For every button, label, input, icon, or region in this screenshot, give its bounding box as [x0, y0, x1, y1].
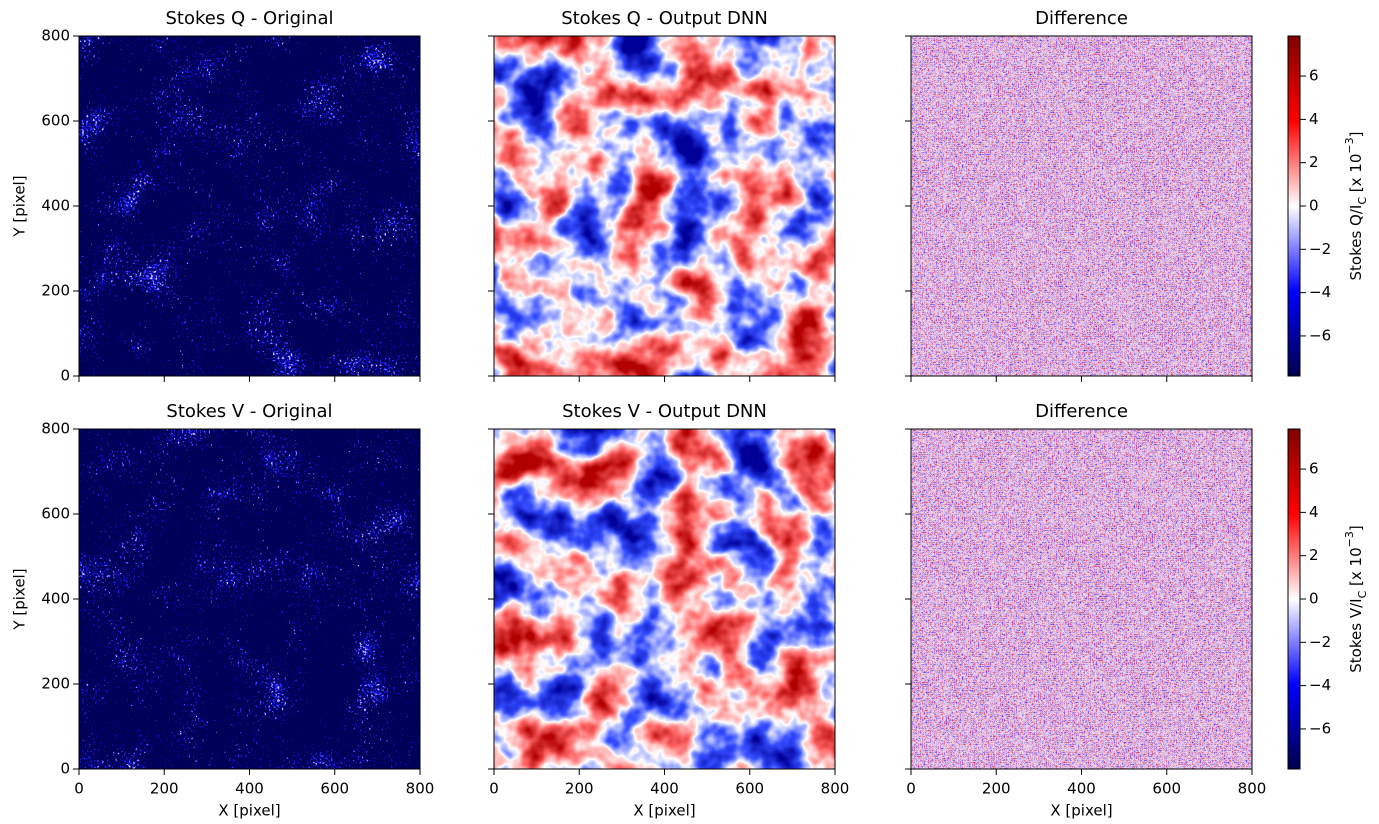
colorbar-tick-label: 6 — [1309, 460, 1319, 478]
y-tick-label: 400 — [41, 590, 70, 608]
y-tick-label: 0 — [60, 367, 70, 385]
y-tick-label: 600 — [41, 112, 70, 130]
colorbar-label-part: Stokes Q/I — [1347, 205, 1365, 281]
panel-title: Stokes Q - Original — [166, 8, 334, 29]
panel-title: Stokes V - Output DNN — [562, 401, 767, 422]
colorbar-label-part: ] — [1347, 525, 1365, 531]
x-tick-label: 800 — [821, 780, 850, 798]
heatmap-image — [911, 429, 1252, 769]
colorbar-tick-label: 6 — [1309, 67, 1319, 85]
colorbar-label-part: −3 — [1343, 137, 1356, 153]
y-tick-label: 600 — [41, 505, 70, 523]
colorbar-tick-label: 4 — [1309, 503, 1319, 521]
colorbar-tick-label: 2 — [1309, 153, 1319, 171]
x-tick-label: 600 — [1152, 780, 1181, 798]
heatmap-image — [79, 429, 420, 769]
y-axis-label: Y [pixel] — [11, 175, 29, 237]
colorbar-label-part: ] — [1347, 132, 1365, 138]
y-tick-label: 400 — [41, 197, 70, 215]
x-tick-label: 600 — [320, 780, 349, 798]
colorbar-tick-label: −4 — [1309, 283, 1331, 301]
x-tick-label: 400 — [1067, 780, 1096, 798]
x-tick-label: 0 — [906, 780, 916, 798]
x-tick-label: 200 — [150, 780, 179, 798]
heatmap-image — [911, 36, 1252, 376]
x-tick-label: 600 — [735, 780, 764, 798]
heatmap-image — [79, 36, 420, 376]
colorbar-tick-label: −2 — [1309, 633, 1331, 651]
x-tick-label: 200 — [565, 780, 594, 798]
colorbar-tick-label: −4 — [1309, 676, 1331, 694]
x-tick-label: 800 — [406, 780, 435, 798]
x-axis-label: X [pixel] — [218, 802, 280, 820]
panel-title: Stokes Q - Output DNN — [561, 8, 768, 29]
x-axis-label: X [pixel] — [1050, 802, 1112, 820]
colorbar-label-part: −3 — [1343, 531, 1356, 547]
x-axis-label: X [pixel] — [633, 802, 695, 820]
colorbar-tick-label: −6 — [1309, 326, 1331, 344]
colorbar-tick-label: −6 — [1309, 719, 1331, 737]
x-tick-label: 0 — [489, 780, 499, 798]
colorbar-label: Stokes Q/IC [x 10−3] — [1343, 132, 1369, 281]
y-axis-label: Y [pixel] — [11, 568, 29, 630]
colorbar-tick-label: 0 — [1309, 590, 1319, 608]
colorbar-tick-label: 0 — [1309, 197, 1319, 215]
x-tick-label: 0 — [74, 780, 84, 798]
colorbar — [1288, 429, 1300, 769]
colorbar-label-part: Stokes V/I — [1347, 598, 1365, 672]
colorbar-tick-label: −2 — [1309, 240, 1331, 258]
y-tick-label: 0 — [60, 760, 70, 778]
colorbar-label: Stokes V/IC [x 10−3] — [1343, 525, 1369, 672]
x-tick-label: 400 — [650, 780, 679, 798]
y-tick-label: 200 — [41, 282, 70, 300]
y-tick-label: 800 — [41, 27, 70, 45]
colorbar-tick-label: 2 — [1309, 546, 1319, 564]
panel-title: Difference — [1035, 8, 1128, 29]
colorbar-label-part: [x 10 — [1347, 547, 1365, 590]
x-tick-label: 400 — [235, 780, 264, 798]
y-tick-label: 200 — [41, 675, 70, 693]
colorbar-label-part: [x 10 — [1347, 154, 1365, 197]
panel-title: Stokes V - Original — [166, 401, 332, 422]
x-tick-label: 800 — [1238, 780, 1267, 798]
figure: Stokes Q - Original0200400600800Y [pixel… — [0, 0, 1379, 820]
colorbar — [1288, 36, 1300, 376]
x-tick-label: 200 — [982, 780, 1011, 798]
panel-title: Difference — [1035, 401, 1128, 422]
y-tick-label: 800 — [41, 420, 70, 438]
colorbar-tick-label: 4 — [1309, 110, 1319, 128]
heatmap-image — [494, 429, 835, 769]
heatmap-image — [494, 36, 835, 376]
